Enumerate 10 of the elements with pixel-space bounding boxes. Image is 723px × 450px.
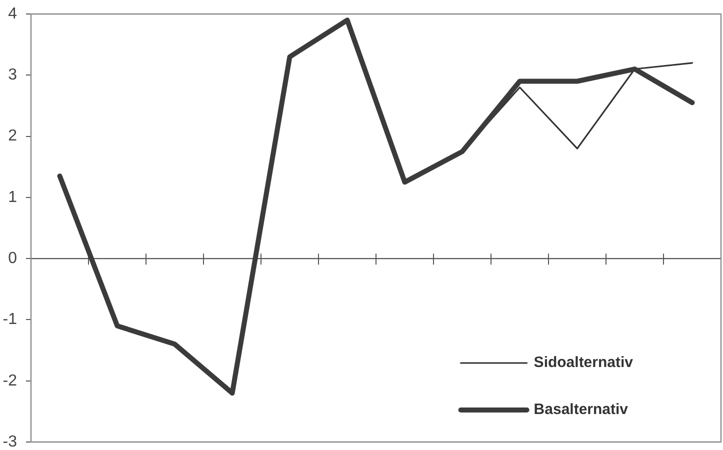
y-tick-label: 3 — [8, 66, 18, 84]
legend-label: Basalternativ — [534, 401, 629, 418]
y-tick-label: 1 — [8, 188, 18, 206]
legend-label: Sidoalternativ — [534, 354, 634, 372]
y-tick-label: -2 — [2, 372, 18, 390]
y-tick-label: 4 — [8, 5, 18, 22]
y-tick-label: -1 — [2, 311, 18, 328]
y-tick-label: 2 — [8, 128, 18, 145]
y-tick-label: -3 — [2, 433, 18, 450]
y-tick-label: 0 — [8, 250, 18, 267]
